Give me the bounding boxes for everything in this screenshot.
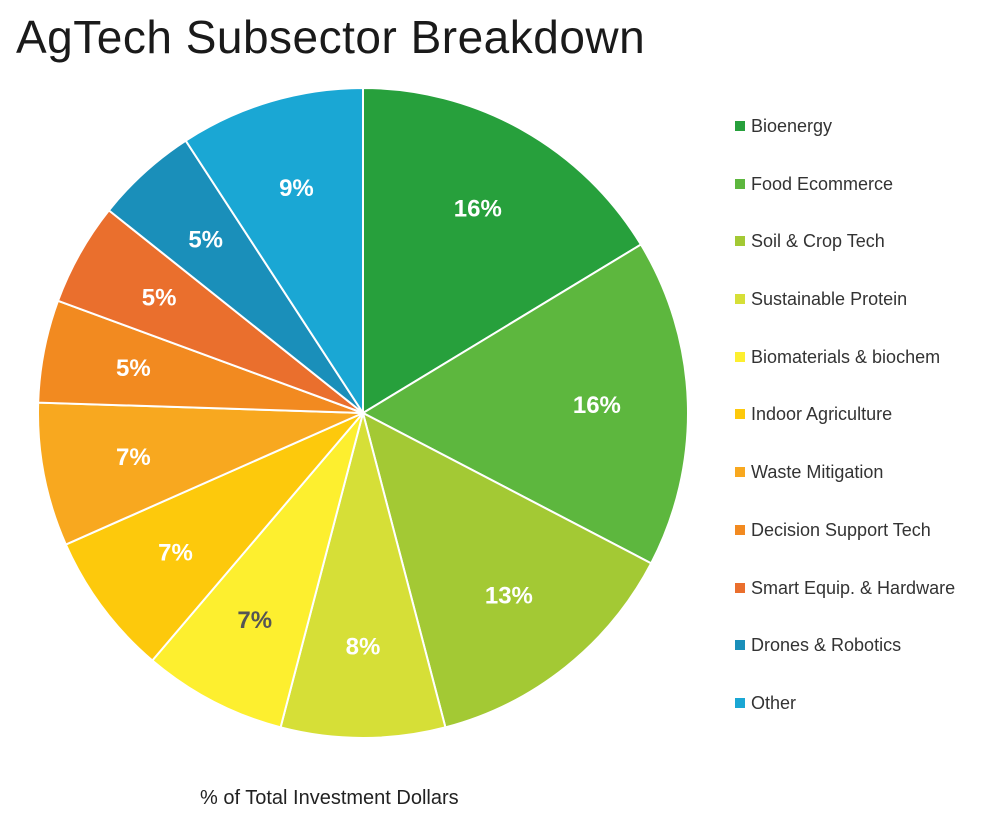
chart-title: AgTech Subsector Breakdown	[16, 11, 646, 63]
pie-slice-biomaterials-and-biochem	[150, 412, 364, 729]
legend-item-soil-and-crop-tech: Soil & Crop Tech	[735, 227, 955, 285]
legend: Bioenergy Food Ecommerce Soil & Crop Tech S…	[735, 112, 955, 747]
chart-caption: % of Total Investment Dollars	[200, 787, 459, 809]
legend-item-biomaterials-and-biochem: Biomaterials & biochem	[735, 343, 955, 401]
legend-swatch	[735, 178, 745, 189]
pie-slice-labels: 16% 16% 13% 8% 7% 7% 7% 5% 5% 5% 9%	[116, 175, 621, 660]
pie-slice-soil-and-crop-tech	[361, 411, 653, 729]
legend-item-waste-mitigation: Waste Mitigation	[735, 458, 955, 516]
pie-slice-other	[184, 86, 364, 417]
pie-slices	[37, 86, 689, 740]
legend-swatch	[735, 697, 745, 708]
legend-swatch	[735, 409, 745, 420]
legend-swatch	[735, 294, 745, 305]
slice-label-food-ecommerce: 16%	[573, 392, 621, 419]
slice-label-decision-support-tech: 5%	[116, 355, 151, 382]
pie-slice-sustainable-protein	[279, 409, 447, 740]
slice-label-other: 9%	[279, 175, 314, 202]
slice-label-bioenergy: 16%	[454, 196, 502, 223]
legend-label: Biomaterials & biochem	[751, 346, 941, 367]
legend-item-smart-equip-and-hardware: Smart Equip. & Hardware	[735, 574, 955, 632]
legend-label: Indoor Agriculture	[751, 404, 893, 425]
legend-item-sustainable-protein: Sustainable Protein	[735, 285, 955, 343]
legend-swatch	[735, 236, 745, 247]
legend-item-decision-support-tech: Decision Support Tech	[735, 516, 955, 574]
legend-item-bioenergy: Bioenergy	[735, 112, 955, 170]
legend-swatch	[735, 351, 745, 362]
legend-label: Other	[751, 692, 797, 713]
slice-label-smart-equip-and-hardware: 5%	[142, 285, 177, 312]
legend-swatch	[735, 121, 745, 131]
legend-swatch	[735, 524, 745, 535]
legend-label: Smart Equip. & Hardware	[751, 577, 956, 598]
pie-slice-bioenergy	[362, 86, 643, 415]
legend-swatch	[735, 640, 745, 651]
slice-label-biomaterials-and-biochem: 7%	[237, 607, 272, 634]
legend-item-drones-and-robotics: Drones & Robotics	[735, 631, 955, 689]
slice-label-waste-mitigation: 7%	[116, 444, 151, 471]
pie-slice-waste-mitigation	[37, 401, 364, 546]
legend-item-indoor-agriculture: Indoor Agriculture	[735, 400, 955, 458]
legend-label: Food Ecommerce	[751, 173, 894, 194]
legend-label: Drones & Robotics	[751, 635, 902, 656]
legend-swatch	[735, 467, 745, 478]
legend-label: Bioenergy	[751, 116, 833, 136]
legend-swatch	[735, 582, 745, 593]
legend-label: Decision Support Tech	[751, 519, 931, 540]
legend-label: Waste Mitigation	[751, 462, 884, 483]
slice-label-sustainable-protein: 8%	[346, 634, 381, 661]
legend-label: Sustainable Protein	[751, 289, 908, 310]
pie-slice-food-ecommerce	[360, 243, 689, 565]
slice-label-indoor-agriculture: 7%	[158, 539, 193, 566]
slice-label-drones-and-robotics: 5%	[188, 226, 223, 253]
pie-slice-indoor-agriculture	[64, 412, 364, 662]
slice-label-soil-and-crop-tech: 13%	[485, 582, 533, 609]
legend-item-other: Other	[735, 689, 955, 747]
legend-item-food-ecommerce: Food Ecommerce	[735, 170, 955, 228]
legend-label: Soil & Crop Tech	[751, 231, 885, 252]
